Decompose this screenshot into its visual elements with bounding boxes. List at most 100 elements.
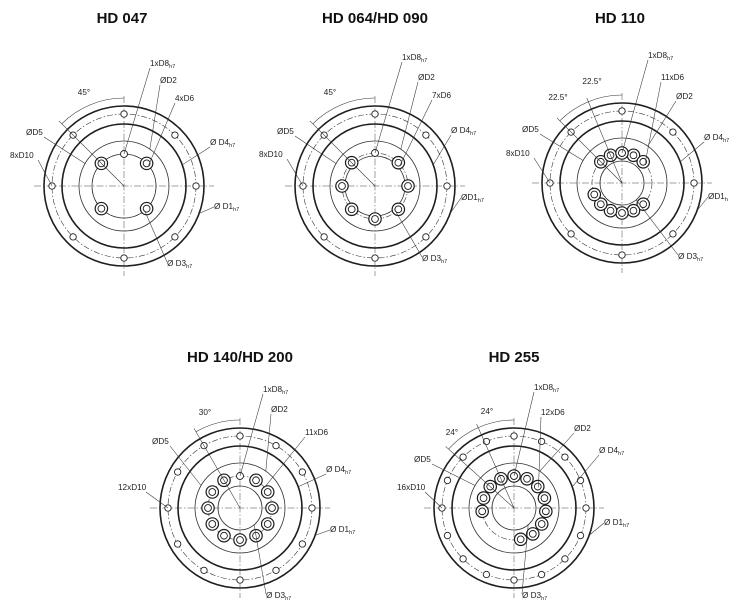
outer-mounting-hole (173, 540, 182, 548)
inner-holes-leader (148, 102, 176, 166)
inner-bolt-thread (263, 488, 272, 496)
d5-label: ØD5 (522, 125, 539, 134)
pin-hole-label: 1xD8h7 (534, 383, 559, 394)
flange-drawing-hd-047: 1xD8h7 ØD2 4xD6 Ø D4h7 ØD5 8xD10 Ø D1h7 Ø D3h7 4… (10, 59, 239, 276)
outer-mounting-hole (200, 566, 208, 575)
pin-hole-leader (513, 391, 535, 477)
d4-label: Ø D4h7 (210, 138, 235, 149)
outer-mounting-hole (567, 230, 575, 238)
inner-bolt-thread (528, 530, 537, 538)
title-hd-140-200: HD 140/HD 200 (187, 349, 293, 366)
inner-holes-leader (400, 99, 433, 165)
outer-holes-label: 8xD10 (506, 149, 530, 158)
d5-leader (431, 463, 476, 486)
outer-mounting-hole (236, 576, 244, 584)
inner-holes-leader (264, 436, 306, 488)
inner-bolt-thread (606, 206, 615, 215)
inner-bolt-thread (541, 507, 550, 516)
d3-leader (521, 524, 529, 595)
d4-leader (182, 146, 211, 166)
inner-hub-circle (78, 140, 170, 232)
d3-label: Ø D3h7 (266, 591, 291, 602)
d1-label: ØD1h7 (461, 193, 484, 204)
outer-mounting-hole (459, 453, 467, 461)
inner-bolt-thread (479, 494, 488, 502)
outer-holes-leader (37, 159, 53, 187)
inner-bolt-thread (394, 158, 403, 167)
inner-holes-label: 11xD6 (305, 428, 329, 437)
outer-holes-leader (286, 158, 304, 187)
bore-circle (217, 485, 263, 531)
outer-mounting-hole (171, 131, 179, 139)
d5-leader (539, 133, 584, 161)
inner-bolt-thread (263, 520, 272, 528)
d5-leader (43, 136, 86, 164)
inner-bolt-thread (204, 504, 212, 512)
inner-bolt-thread (540, 494, 549, 502)
outer-flange-circle (159, 427, 321, 589)
d2-leader (647, 100, 677, 147)
d4-label: Ø D4h7 (599, 446, 624, 457)
inner-bolt-thread (347, 205, 356, 214)
d1-leader (315, 529, 331, 536)
outer-mounting-hole (561, 555, 569, 563)
d2-leader (539, 432, 575, 472)
inner-bolt-thread (142, 204, 151, 213)
flange-drawing-hd-255: 1xD8h7 ØD2 12xD6 Ø D4h7 ØD5 16xD10 Ø D1h7 Ø D3h… (397, 383, 629, 602)
inner-holes-label: 11xD6 (661, 73, 685, 82)
d2-label: ØD2 (271, 405, 288, 414)
inner-bolt-thread (537, 520, 546, 528)
angle-label: 24° (446, 428, 458, 437)
d2-leader (149, 84, 161, 150)
d3-leader (635, 199, 679, 256)
outer-mounting-hole (236, 432, 244, 440)
inner-bolt-thread (596, 200, 605, 209)
inner-holes-leader (538, 416, 542, 488)
inner-holes-label: 12xD6 (541, 408, 565, 417)
d2-leader (265, 413, 272, 472)
inner-bolt-thread (97, 204, 106, 213)
d5-label: ØD5 (152, 437, 169, 446)
outer-holes-label: 12xD10 (118, 483, 147, 492)
inner-bolt-thread (371, 215, 379, 223)
d3-label: Ø D3h7 (167, 259, 192, 270)
pin-hole-leader (374, 61, 403, 154)
outer-mounting-hole (690, 179, 698, 187)
angle-reference-line (445, 446, 515, 509)
bore-circle (491, 485, 537, 531)
angle-reference-line (556, 117, 623, 184)
angle-label: 45° (78, 88, 90, 97)
d4-leader (433, 134, 452, 165)
inner-bolt-thread (629, 206, 638, 215)
outer-holes-leader (533, 157, 551, 184)
inner-bolt-thread (208, 488, 217, 496)
inner-bolt-thread (533, 482, 542, 491)
angle-reference-line (309, 120, 376, 187)
outer-mounting-hole (443, 476, 452, 485)
inner-holes-label: 4xD6 (175, 94, 195, 103)
d4-label: Ø D4h7 (704, 133, 729, 144)
angle-dimension-arc (588, 94, 623, 102)
angle-reference-line (58, 120, 125, 187)
d5-label: ØD5 (277, 127, 294, 136)
angle-dimension-arc (195, 419, 241, 433)
d1-label: Ø D1h7 (214, 202, 239, 213)
outer-flange-circle (294, 105, 456, 267)
outer-mounting-hole (173, 468, 182, 476)
pin-hole-leader (239, 393, 264, 477)
outer-mounting-hole (298, 540, 307, 548)
outer-mounting-hole (482, 570, 491, 579)
inner-holes-label: 7xD6 (432, 91, 452, 100)
outer-flange-circle (433, 427, 595, 589)
inner-bolt-thread (404, 182, 412, 190)
angle-label: 30° (199, 408, 211, 417)
d1-leader (199, 206, 215, 214)
outer-mounting-hole (298, 468, 307, 476)
d3-leader (394, 208, 423, 258)
d1-label: Ø D1h7 (330, 525, 355, 536)
outer-mounting-hole (443, 182, 451, 190)
outer-holes-label: 16xD10 (397, 483, 426, 492)
flange-step-circle (312, 123, 438, 249)
outer-flange-circle (541, 102, 703, 264)
pin-hole-label: 1xD8h7 (150, 59, 175, 70)
